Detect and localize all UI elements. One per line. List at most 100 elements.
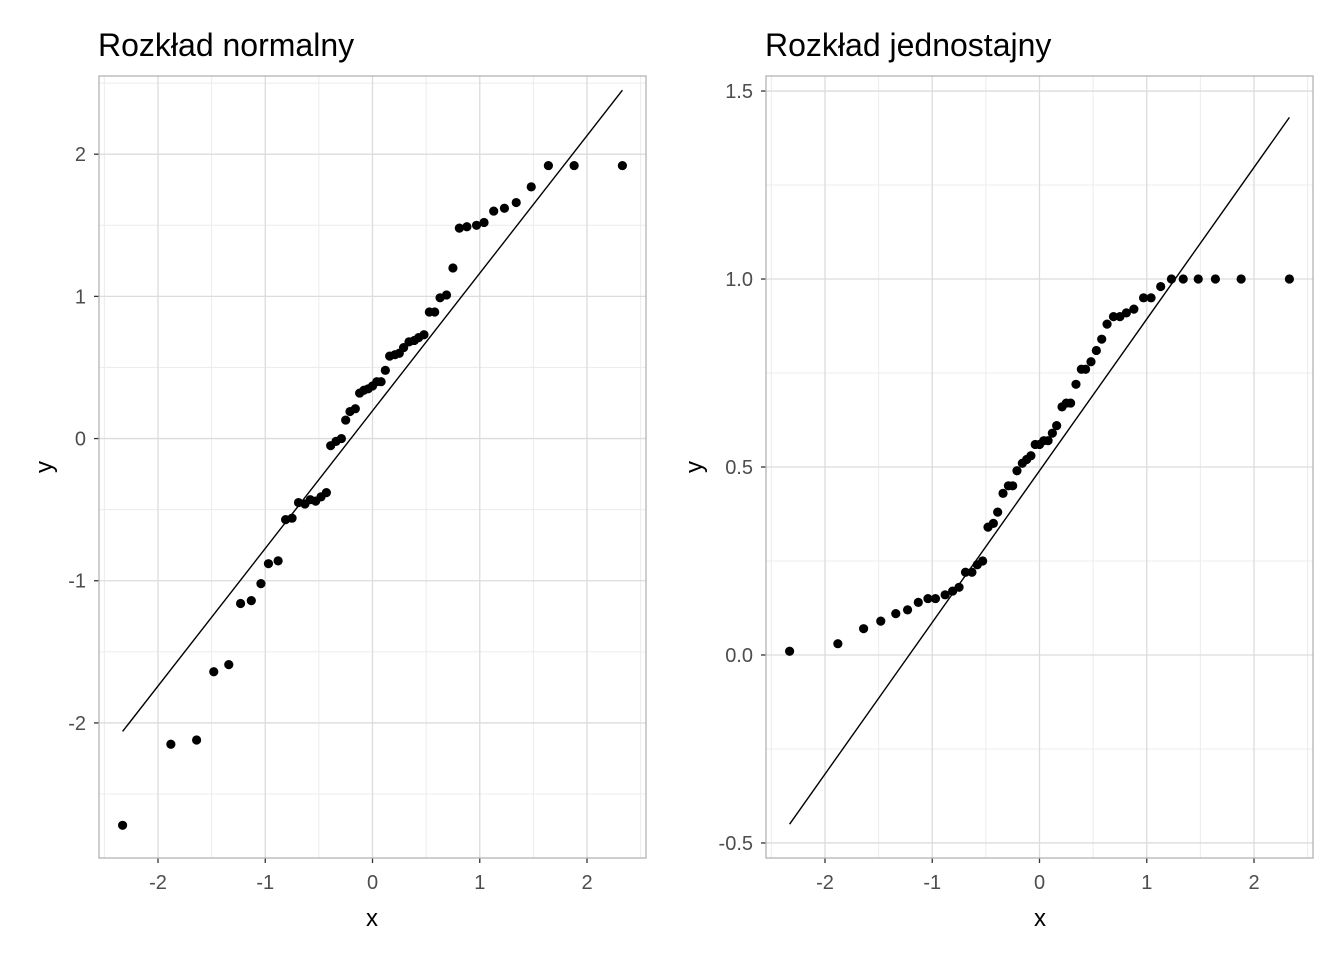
data-point: [1210, 274, 1220, 284]
data-point: [235, 598, 246, 609]
data-point: [350, 404, 360, 414]
data-point: [617, 160, 628, 171]
data-point: [543, 160, 553, 171]
data-point: [489, 206, 499, 216]
data-point: [336, 433, 346, 444]
data-point: [448, 263, 458, 273]
data-point: [1081, 364, 1091, 374]
grid: [99, 76, 646, 858]
data-point: [978, 556, 988, 566]
data-point: [380, 365, 390, 375]
data-point: [166, 739, 176, 749]
data-point: [1178, 274, 1188, 284]
y-tick-label: 0: [75, 429, 86, 451]
data-point: [891, 609, 901, 619]
normal-qq-panel: Rozkład normalny x y -2 -1 0 1 2 -2 -1 0 1 2: [31, 27, 647, 932]
data-point: [1156, 281, 1166, 292]
data-point: [287, 513, 297, 523]
data-point: [833, 639, 843, 649]
data-point: [954, 582, 964, 592]
data-point: [1129, 304, 1139, 314]
x-tick-label: 1: [1141, 872, 1152, 894]
data-points: [784, 274, 1295, 656]
x-tick-label: 2: [581, 872, 592, 894]
data-point: [376, 377, 386, 387]
data-point: [471, 220, 482, 230]
data-point: [479, 217, 489, 228]
data-point: [998, 488, 1008, 498]
data-point: [192, 735, 202, 745]
data-points: [117, 160, 628, 830]
data-point: [930, 593, 941, 604]
data-point: [967, 567, 977, 577]
y-tick-label: 1.0: [725, 269, 753, 291]
data-point: [1047, 428, 1057, 438]
data-point: [441, 290, 452, 300]
y-tick-label: -2: [68, 713, 86, 735]
data-point: [960, 567, 971, 577]
data-point: [1236, 274, 1246, 284]
data-point: [224, 660, 234, 670]
data-point: [256, 578, 266, 589]
data-point: [1097, 334, 1107, 344]
uniform-qq-panel: Rozkład jednostajny x y -2 -1 0 1 2 -0.5 0.0 0.…: [681, 27, 1314, 932]
x-tick-label: 0: [367, 872, 378, 894]
x-tick-label: 2: [1248, 872, 1259, 894]
x-tick-label: 1: [474, 872, 485, 894]
qq-reference-line: [789, 116, 1290, 825]
y-axis-label: y: [681, 461, 708, 473]
y-tick-label: 1: [75, 286, 86, 308]
data-point: [1052, 421, 1062, 431]
data-point: [1026, 451, 1036, 461]
data-point: [1086, 357, 1096, 367]
x-tick-label: -1: [923, 872, 941, 894]
data-point: [1066, 398, 1076, 408]
data-point: [263, 559, 274, 569]
y-tick-label: 0.0: [725, 645, 753, 667]
data-point: [1193, 274, 1203, 284]
y-tick-label: 0.5: [725, 457, 753, 479]
panel-border: [98, 75, 647, 859]
data-point: [940, 590, 950, 600]
x-tick-label: -2: [149, 872, 167, 894]
data-point: [321, 487, 331, 498]
data-point: [1108, 312, 1119, 322]
y-tick-label: -0.5: [719, 833, 753, 855]
data-point: [1146, 293, 1156, 303]
grid: [766, 76, 1313, 858]
x-tick-label: -2: [816, 872, 834, 894]
data-point: [923, 593, 933, 604]
y-axis-label: y: [31, 461, 58, 473]
y-tick-label: 2: [75, 144, 86, 166]
x-axis-label: x: [1034, 905, 1046, 932]
data-point: [526, 182, 536, 192]
data-point: [1138, 293, 1149, 303]
panel-title: Rozkład normalny: [98, 27, 354, 63]
data-point: [784, 646, 795, 656]
x-tick-label: 0: [1034, 872, 1045, 894]
data-point: [1121, 308, 1131, 318]
data-point: [273, 556, 283, 566]
data-point: [1012, 466, 1022, 476]
data-point: [988, 518, 998, 528]
data-point: [246, 596, 256, 606]
data-point: [993, 507, 1003, 517]
data-point: [1091, 345, 1101, 356]
data-point: [913, 597, 923, 607]
data-point: [341, 415, 351, 425]
data-point: [462, 222, 472, 232]
data-point: [1166, 274, 1177, 284]
data-point: [1284, 274, 1295, 284]
data-point: [454, 223, 464, 233]
data-point: [876, 616, 886, 626]
data-point: [859, 624, 869, 634]
data-point: [569, 160, 579, 171]
data-point: [1008, 481, 1018, 491]
qq-reference-line: [122, 89, 623, 732]
data-point: [419, 330, 429, 340]
x-axis-label: x: [366, 905, 378, 932]
data-point: [1102, 319, 1112, 329]
data-point: [430, 307, 440, 317]
data-point: [1071, 379, 1081, 389]
